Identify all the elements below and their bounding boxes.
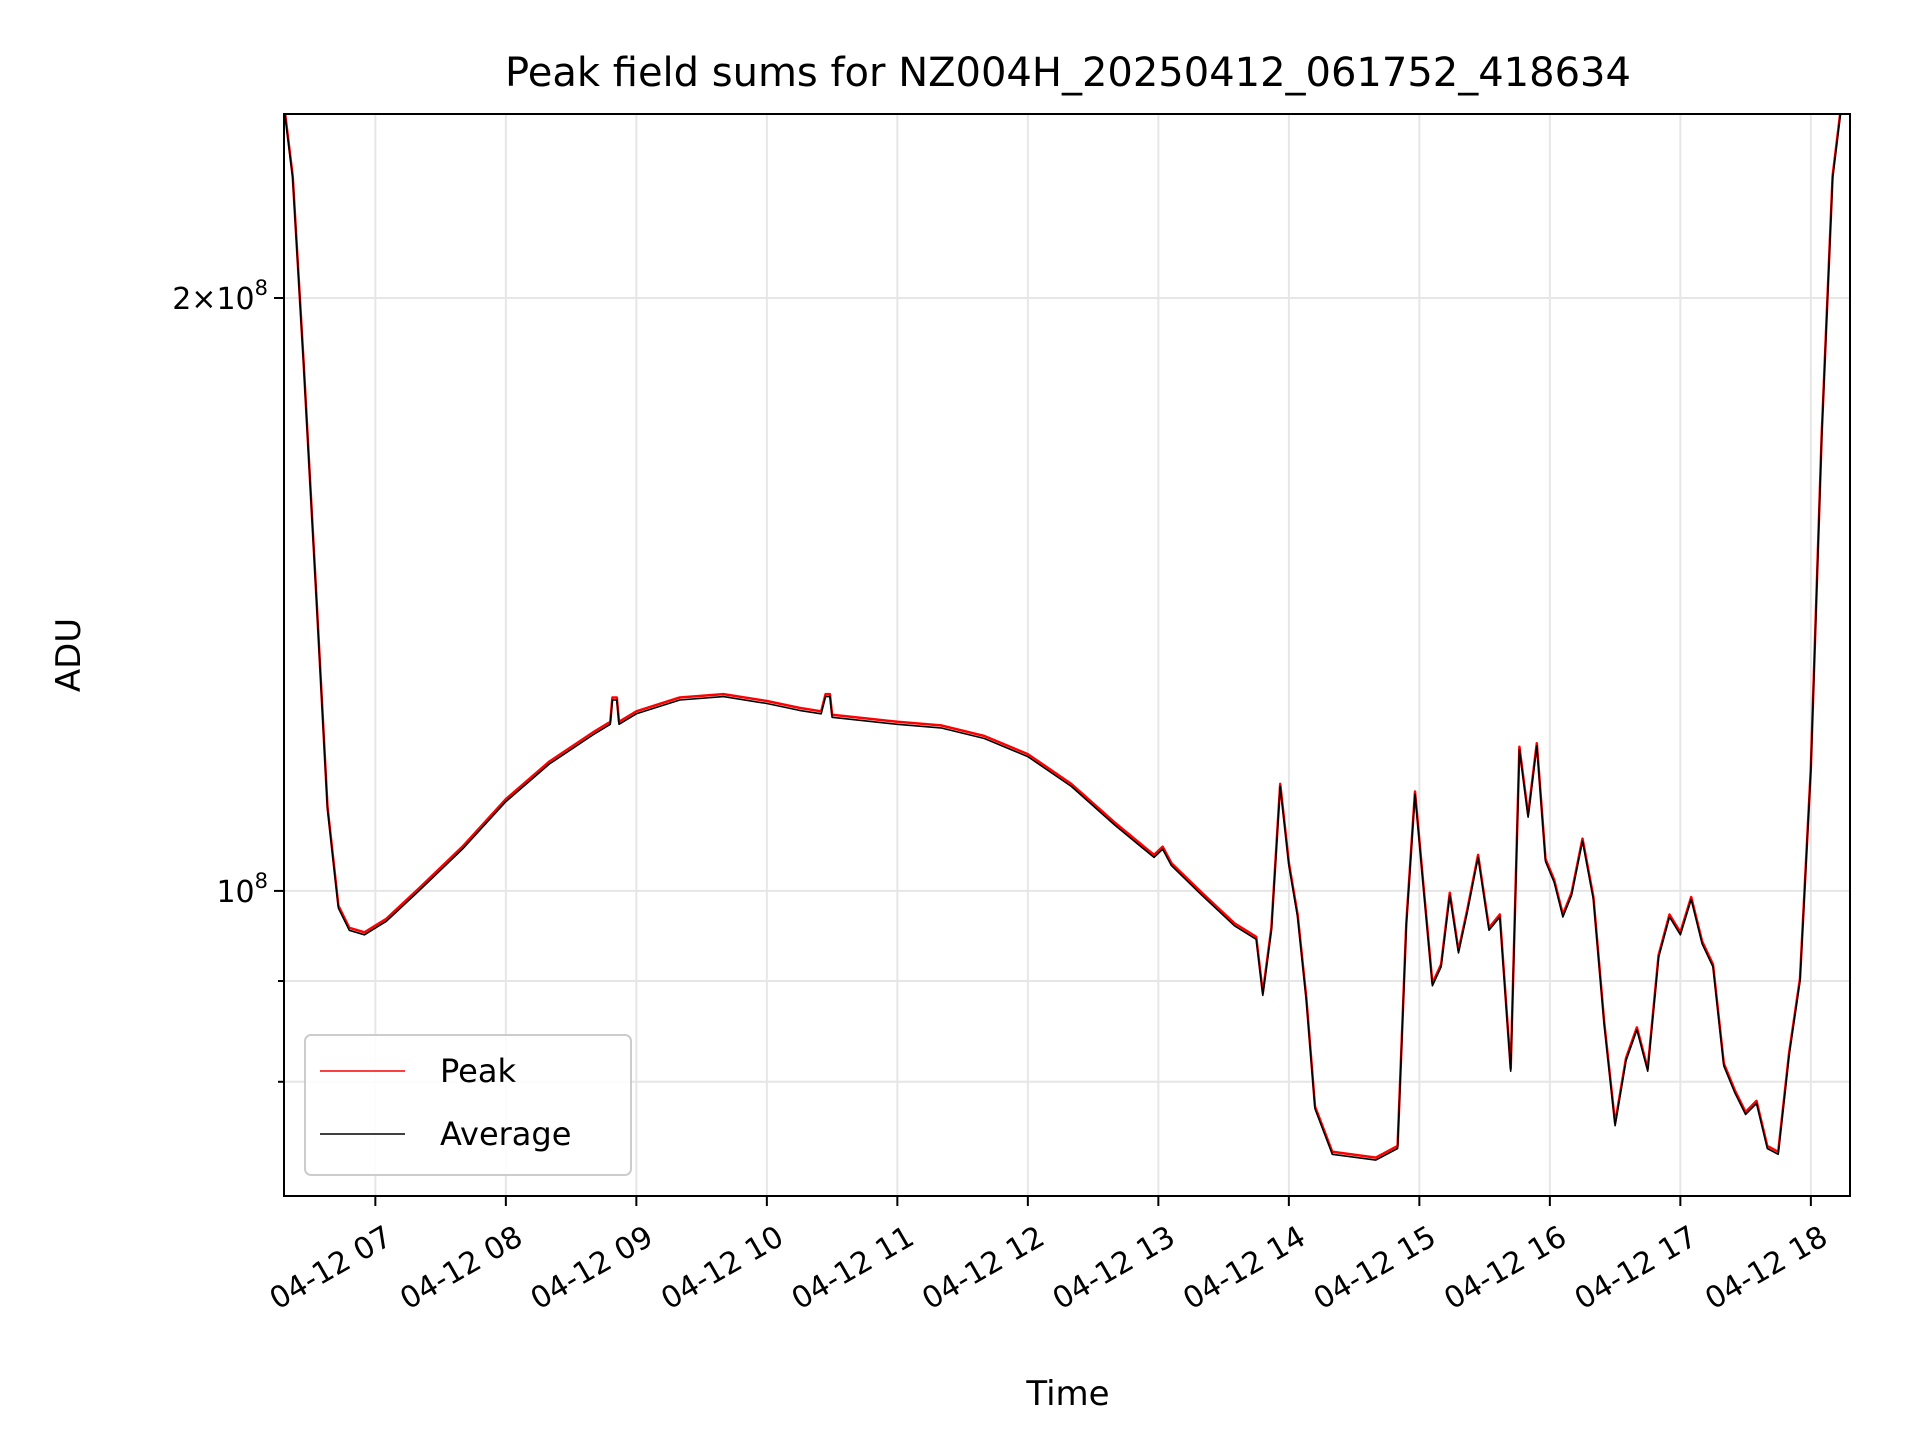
y-tick-label: 108 xyxy=(216,869,268,910)
series-lines xyxy=(284,114,1842,1161)
series-line-average xyxy=(284,114,1842,1161)
chart-title: Peak field sums for NZ004H_20250412_0617… xyxy=(505,50,1631,96)
legend-box xyxy=(304,1034,632,1176)
series-line-peak xyxy=(284,114,1842,1159)
legend-label-peak: Peak xyxy=(440,1052,516,1090)
plot-frame xyxy=(283,113,1851,1197)
y-axis-label: ADU xyxy=(49,618,89,692)
y-tick-label: 2×108 xyxy=(172,276,268,317)
legend-label-average: Average xyxy=(440,1115,571,1153)
grid xyxy=(284,114,1850,1196)
legend: Peak Average xyxy=(304,1034,632,1176)
x-axis-label: Time xyxy=(1025,1374,1109,1414)
